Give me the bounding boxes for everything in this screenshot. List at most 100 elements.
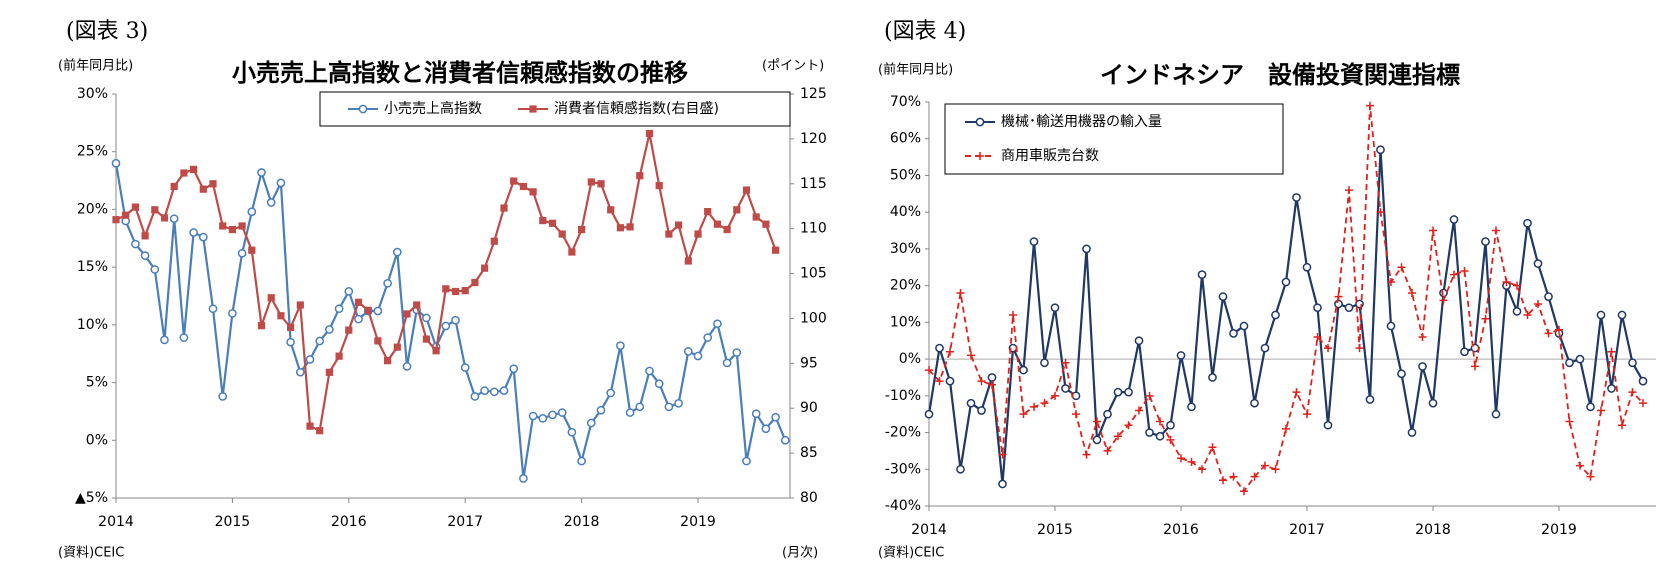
marker (1071, 391, 1081, 401)
figure-label: (図表 3) (66, 19, 148, 44)
marker (1208, 373, 1217, 382)
y-tick-label: ▲5% (75, 490, 108, 506)
marker (1240, 487, 1248, 496)
legend-label: 消費者信頼感指数(右目盛) (554, 100, 719, 117)
marker (1607, 347, 1616, 356)
marker (1418, 362, 1427, 371)
marker (1040, 358, 1049, 368)
marker (1030, 402, 1038, 411)
marker (1124, 387, 1133, 397)
marker (1292, 388, 1301, 397)
marker (1155, 431, 1165, 441)
marker (393, 343, 401, 351)
marker (354, 314, 363, 324)
marker (1093, 417, 1101, 426)
marker (374, 337, 382, 345)
marker (967, 351, 975, 360)
marker (470, 392, 480, 401)
y-tick-label: 0% (86, 432, 108, 448)
marker (422, 335, 430, 343)
marker (296, 301, 304, 309)
marker (471, 278, 479, 287)
marker (1250, 472, 1259, 481)
marker (1387, 277, 1395, 286)
marker (345, 326, 353, 334)
marker (122, 211, 130, 219)
marker (1198, 465, 1206, 474)
marker (1313, 303, 1322, 313)
marker (538, 414, 548, 423)
marker (500, 204, 508, 212)
marker (1544, 292, 1553, 302)
legend-box (944, 103, 1284, 175)
marker (1197, 270, 1207, 279)
marker (218, 392, 228, 401)
marker (1429, 226, 1437, 235)
marker (1376, 145, 1385, 155)
source: (資料)CEIC (58, 546, 124, 561)
marker (1302, 262, 1312, 272)
marker (1051, 391, 1059, 400)
marker (1460, 347, 1469, 357)
marker (179, 333, 189, 342)
marker (1366, 101, 1374, 110)
marker (169, 214, 179, 224)
marker (625, 408, 635, 417)
marker (761, 424, 771, 434)
marker (654, 379, 664, 389)
marker (384, 357, 392, 365)
marker (480, 386, 489, 396)
marker (616, 341, 625, 350)
marker (112, 216, 120, 224)
marker (306, 422, 314, 430)
marker (539, 216, 547, 225)
marker (1407, 428, 1417, 437)
marker (956, 288, 965, 297)
marker (1344, 303, 1354, 313)
marker (558, 230, 566, 238)
marker (742, 186, 751, 194)
marker (1166, 420, 1175, 430)
marker (1628, 388, 1637, 397)
marker (489, 387, 499, 397)
marker (780, 435, 790, 445)
x-tick-label: 2015 (215, 514, 251, 530)
marker (704, 208, 712, 216)
marker (1576, 461, 1584, 470)
marker (975, 117, 985, 127)
x-tick-label: 2018 (564, 514, 600, 530)
marker (481, 264, 489, 272)
marker (1239, 321, 1249, 331)
marker (316, 427, 324, 435)
marker (1428, 398, 1438, 408)
marker (1565, 417, 1574, 426)
marker (257, 322, 266, 330)
y2-axis-label: (ポイント) (762, 59, 824, 74)
marker (1187, 402, 1196, 412)
marker (189, 228, 198, 237)
marker (626, 223, 634, 231)
marker (568, 248, 576, 256)
marker (772, 246, 780, 254)
marker (1533, 259, 1543, 268)
marker (1072, 410, 1080, 419)
y2-tick-label: 100 (800, 310, 827, 326)
marker (1418, 333, 1427, 342)
marker (237, 248, 247, 258)
marker (451, 287, 460, 296)
y2-tick-label: 105 (800, 266, 827, 282)
marker (567, 427, 577, 437)
marker (742, 456, 751, 466)
marker (1513, 281, 1521, 290)
marker (422, 313, 431, 323)
marker (432, 347, 440, 355)
marker (1177, 454, 1185, 463)
marker (578, 225, 586, 234)
marker (945, 376, 955, 386)
marker (510, 177, 518, 185)
source: (資料)CEIC (878, 546, 944, 561)
marker (1156, 417, 1164, 426)
marker (977, 377, 986, 386)
marker (451, 315, 460, 325)
marker (1229, 329, 1238, 338)
